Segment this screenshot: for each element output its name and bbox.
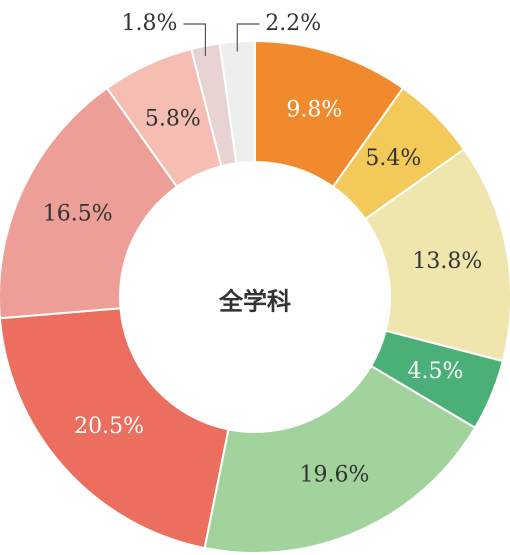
slices-layer bbox=[0, 39, 510, 554]
slice-label-1: 5.4% bbox=[365, 146, 421, 171]
center-label: 全学科 bbox=[218, 287, 291, 316]
donut-slice-5 bbox=[0, 307, 230, 550]
slice-label-3: 4.5% bbox=[408, 359, 464, 384]
slice-label-2: 13.8% bbox=[412, 249, 482, 274]
slice-label-6: 16.5% bbox=[43, 202, 113, 227]
slice-label-9: 2.2% bbox=[265, 11, 321, 36]
donut-slice-6 bbox=[0, 86, 179, 320]
slice-label-5: 20.5% bbox=[74, 414, 144, 439]
slice-label-8: 1.8% bbox=[121, 11, 177, 36]
donut-slice-4 bbox=[203, 364, 477, 554]
slice-label-4: 19.6% bbox=[299, 463, 369, 488]
slice-label-7: 5.8% bbox=[145, 107, 201, 132]
callout-line-8 bbox=[183, 23, 207, 56]
callout-line-9 bbox=[236, 23, 260, 52]
donut-slice-9 bbox=[218, 39, 256, 165]
slice-label-0: 9.8% bbox=[286, 98, 342, 123]
labels-layer: 9.8% 5.4% 13.8% 4.5% 19.6% 20.5% 16.5% 5.8% 1.8%… bbox=[43, 11, 482, 488]
